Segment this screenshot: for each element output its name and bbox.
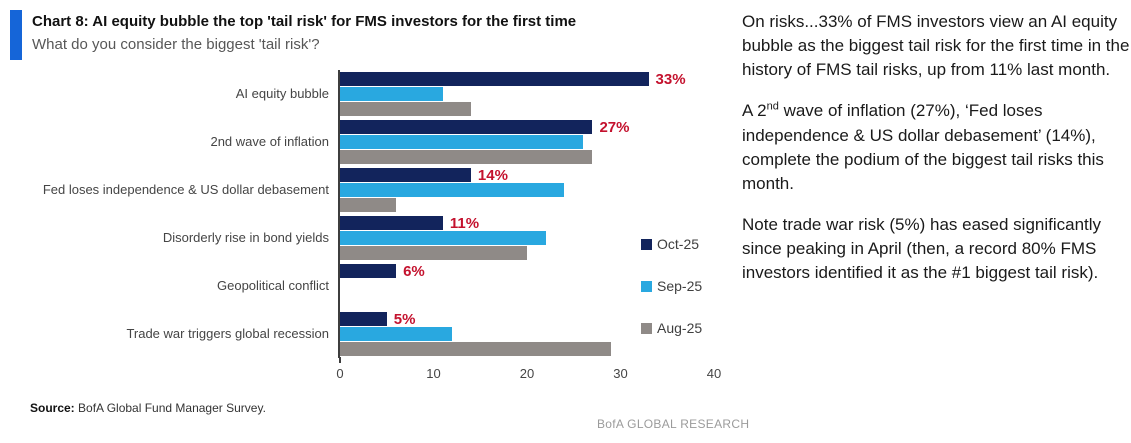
chart-row: Fed loses independence & US dollar debas… xyxy=(20,166,720,214)
legend-swatch-icon xyxy=(641,280,652,292)
x-axis: 0 10 20 30 40 xyxy=(336,357,721,384)
title-accent-bar xyxy=(10,10,22,60)
x-axis-tick-label: 10 xyxy=(426,366,441,381)
chart-legend: Oct-25 Sep-25 Aug-25 xyxy=(641,237,702,363)
bar-value-label: 14% xyxy=(477,166,508,184)
bar-oct-25 xyxy=(340,120,593,134)
bar-oct-25 xyxy=(340,216,443,230)
chart-row: AI equity bubble 33% xyxy=(20,70,720,118)
bar-oct-25 xyxy=(340,264,397,278)
x-axis-zero-tick xyxy=(339,357,341,363)
category-label: Trade war triggers global recession xyxy=(126,325,329,341)
legend-swatch-icon xyxy=(641,322,652,334)
chart-subtitle: What do you consider the biggest 'tail r… xyxy=(32,36,320,53)
bar-sep-25 xyxy=(340,183,565,197)
bar-value-label: 5% xyxy=(393,310,416,328)
commentary-paragraph-2: A 2nd wave of inflation (27%), ‘Fed lose… xyxy=(742,100,1104,193)
bar-group: 11% xyxy=(338,214,720,262)
category-label: Geopolitical conflict xyxy=(217,277,329,293)
chart-title: Chart 8: AI equity bubble the top 'tail … xyxy=(32,13,577,30)
bar-aug-25 xyxy=(340,198,397,212)
bar-value-label: 6% xyxy=(403,262,425,280)
bar-value-label: 33% xyxy=(655,70,686,88)
x-axis-tick-label: 40 xyxy=(706,366,722,381)
legend-label: Aug-25 xyxy=(657,320,703,336)
legend-swatch-icon xyxy=(641,238,652,250)
source-text: BofA Global Fund Manager Survey. xyxy=(74,401,266,415)
bar-sep-25 xyxy=(340,231,546,245)
commentary-paragraph-1: On risks...33% of FMS investors view an … xyxy=(742,12,1130,80)
source-note: Source: BofA Global Fund Manager Survey. xyxy=(30,401,266,415)
category-label: Fed loses independence & US dollar debas… xyxy=(42,181,329,197)
category-label: 2nd wave of inflation xyxy=(210,133,329,149)
source-label: Source: xyxy=(30,401,75,415)
bar-aug-25 xyxy=(340,102,471,116)
bar-group: 6% xyxy=(338,262,720,310)
chart-row: Geopolitical conflict 6% xyxy=(20,262,720,310)
x-axis-tick-label: 0 xyxy=(336,366,344,381)
legend-label: Oct-25 xyxy=(657,236,700,252)
bar-value-label: 27% xyxy=(599,118,630,136)
commentary-paragraph-3: Note trade war risk (5%) has eased signi… xyxy=(742,214,1102,283)
chart-row: Trade war triggers global recession 5% xyxy=(20,310,720,358)
bar-value-label: 11% xyxy=(449,214,480,232)
x-axis-tick-label: 20 xyxy=(519,366,535,381)
bar-group: 27% xyxy=(338,118,720,166)
bar-group: 14% xyxy=(338,166,720,214)
bar-oct-25 xyxy=(340,72,649,86)
bar-oct-25 xyxy=(340,312,387,326)
chart-row: Disorderly rise in bond yields 11% xyxy=(20,214,720,262)
bar-sep-25 xyxy=(340,87,443,101)
bar-aug-25 xyxy=(340,246,527,260)
bar-oct-25 xyxy=(340,168,471,182)
legend-item-aug-25: Aug-25 xyxy=(641,321,702,335)
bar-chart: AI equity bubble 33% 2nd wave of inflation… xyxy=(20,70,720,358)
commentary-column: On risks...33% of FMS investors view an … xyxy=(742,10,1130,302)
bar-sep-25 xyxy=(340,135,584,149)
bar-aug-25 xyxy=(340,150,593,164)
bar-group: 5% xyxy=(338,310,720,358)
chart-row: 2nd wave of inflation 27% xyxy=(20,118,720,166)
bofa-global-research-brand: BofA GLOBAL RESEARCH xyxy=(597,417,750,431)
bar-sep-25 xyxy=(340,327,453,341)
bar-aug-25 xyxy=(340,342,612,356)
bar-group: 33% xyxy=(338,70,720,118)
legend-item-sep-25: Sep-25 xyxy=(641,279,702,293)
x-axis-tick-label: 30 xyxy=(613,366,628,381)
category-label: AI equity bubble xyxy=(235,85,329,101)
legend-item-oct-25: Oct-25 xyxy=(641,237,702,251)
category-label: Disorderly rise in bond yields xyxy=(162,229,329,245)
legend-label: Sep-25 xyxy=(657,278,703,294)
